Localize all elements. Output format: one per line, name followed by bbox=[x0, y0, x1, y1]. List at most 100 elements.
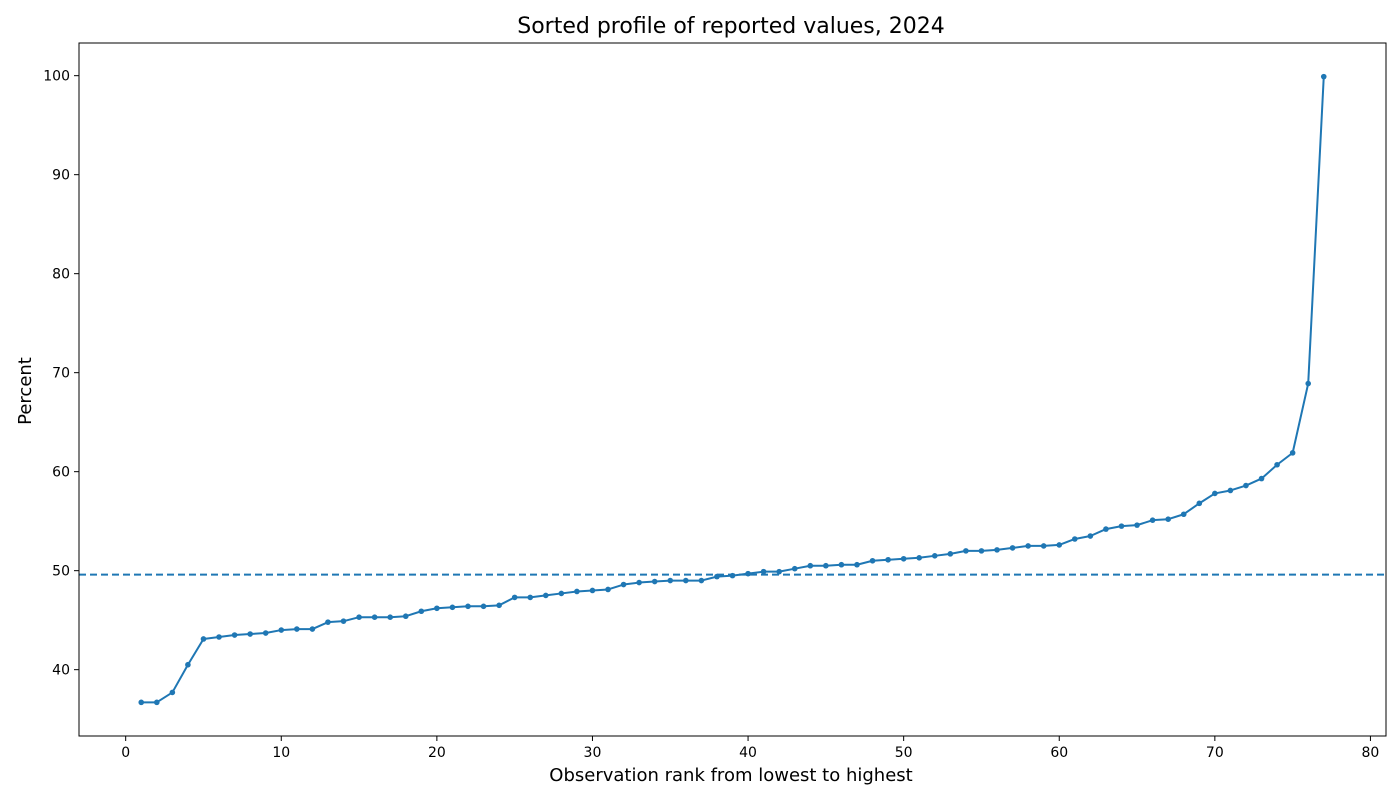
data-point bbox=[418, 608, 425, 615]
data-point bbox=[838, 561, 845, 568]
data-point bbox=[1243, 482, 1249, 489]
data-point bbox=[325, 619, 331, 625]
x-axis-label: Observation rank from lowest to highest bbox=[549, 765, 912, 786]
x-tick-label: 10 bbox=[272, 745, 290, 761]
data-point bbox=[200, 636, 207, 642]
y-tick-label: 80 bbox=[52, 267, 70, 283]
y-axis-ticks: 40 50 60 70 80 90 100 bbox=[43, 69, 79, 679]
data-point bbox=[231, 632, 238, 638]
x-tick-label: 50 bbox=[895, 745, 913, 761]
data-point bbox=[1180, 511, 1187, 518]
data-point bbox=[869, 557, 876, 564]
y-tick-label: 40 bbox=[52, 663, 70, 679]
data-point bbox=[978, 548, 985, 554]
data-point bbox=[916, 555, 923, 561]
data-point bbox=[1087, 533, 1094, 539]
data-point bbox=[309, 626, 316, 632]
data-point bbox=[667, 577, 674, 584]
data-point bbox=[651, 578, 658, 585]
data-point bbox=[434, 605, 440, 612]
data-point bbox=[698, 577, 705, 584]
data-point bbox=[247, 631, 253, 637]
data-point bbox=[169, 689, 176, 696]
data-point bbox=[1212, 490, 1218, 497]
data-point bbox=[900, 555, 907, 562]
data-point bbox=[807, 562, 814, 569]
x-tick-label: 20 bbox=[428, 745, 446, 761]
data-point bbox=[480, 603, 487, 610]
data-point bbox=[1258, 475, 1265, 482]
data-point bbox=[542, 592, 549, 599]
data-point bbox=[1025, 543, 1031, 549]
x-tick-label: 30 bbox=[584, 745, 602, 761]
y-tick-label: 100 bbox=[43, 69, 70, 85]
data-point bbox=[1072, 536, 1078, 542]
data-point bbox=[823, 562, 829, 569]
data-point bbox=[963, 548, 969, 554]
data-point bbox=[402, 613, 409, 620]
y-axis-label: Percent bbox=[15, 357, 36, 425]
data-point bbox=[185, 661, 191, 668]
data-point bbox=[729, 572, 736, 579]
data-point bbox=[216, 634, 222, 640]
data-point bbox=[589, 587, 596, 594]
data-point bbox=[511, 594, 518, 601]
data-point bbox=[558, 590, 565, 597]
data-point bbox=[1289, 450, 1296, 456]
data-point bbox=[776, 568, 782, 575]
data-point bbox=[1009, 545, 1016, 551]
y-tick-label: 70 bbox=[52, 366, 70, 382]
data-point bbox=[574, 588, 580, 595]
data-point bbox=[1118, 523, 1125, 529]
x-axis-ticks: 0 10 20 30 40 50 60 70 80 bbox=[121, 736, 1379, 761]
data-point bbox=[931, 553, 938, 559]
data-point bbox=[1320, 73, 1327, 80]
data-point bbox=[1274, 461, 1280, 468]
data-point bbox=[138, 699, 145, 706]
x-tick-label: 0 bbox=[121, 745, 130, 761]
chart-title: Sorted profile of reported values, 2024 bbox=[517, 14, 945, 39]
data-point bbox=[371, 614, 378, 620]
data-point bbox=[994, 547, 1000, 553]
data-point bbox=[760, 568, 767, 575]
data-point bbox=[294, 626, 300, 632]
plot-area bbox=[78, 42, 1387, 737]
data-point bbox=[885, 556, 891, 563]
data-point bbox=[636, 579, 642, 586]
x-tick-label: 70 bbox=[1206, 745, 1224, 761]
data-point bbox=[278, 627, 285, 633]
data-point bbox=[854, 561, 860, 568]
data-point bbox=[714, 573, 720, 580]
data-point bbox=[1134, 522, 1140, 528]
x-tick-label: 80 bbox=[1362, 745, 1380, 761]
y-tick-label: 60 bbox=[52, 465, 70, 481]
data-point bbox=[1149, 517, 1156, 523]
data-point bbox=[387, 614, 393, 620]
data-point bbox=[1227, 487, 1234, 494]
data-point bbox=[496, 602, 502, 609]
data-point bbox=[153, 699, 160, 706]
data-point bbox=[745, 570, 751, 577]
series-line bbox=[141, 76, 1325, 704]
data-point bbox=[356, 614, 362, 620]
y-tick-label: 50 bbox=[52, 564, 70, 580]
data-point bbox=[340, 618, 347, 624]
data-point bbox=[262, 630, 269, 636]
x-tick-label: 60 bbox=[1050, 745, 1068, 761]
data-point bbox=[1305, 380, 1312, 387]
data-point bbox=[683, 577, 689, 584]
data-point bbox=[1040, 543, 1047, 549]
data-point bbox=[1165, 516, 1171, 522]
axes-frame bbox=[78, 42, 1387, 737]
data-point bbox=[527, 594, 534, 601]
data-point bbox=[1056, 542, 1063, 548]
data-point bbox=[947, 551, 954, 557]
y-tick-label: 90 bbox=[52, 168, 70, 184]
data-point bbox=[1103, 526, 1109, 532]
data-point bbox=[449, 604, 456, 611]
data-point bbox=[620, 581, 627, 588]
data-point bbox=[465, 603, 471, 610]
data-point bbox=[791, 565, 798, 572]
